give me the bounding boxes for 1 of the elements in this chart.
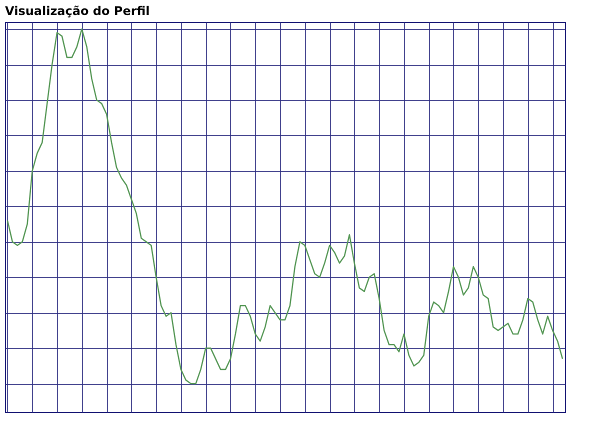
chart-title: Visualização do Perfil (5, 4, 150, 18)
